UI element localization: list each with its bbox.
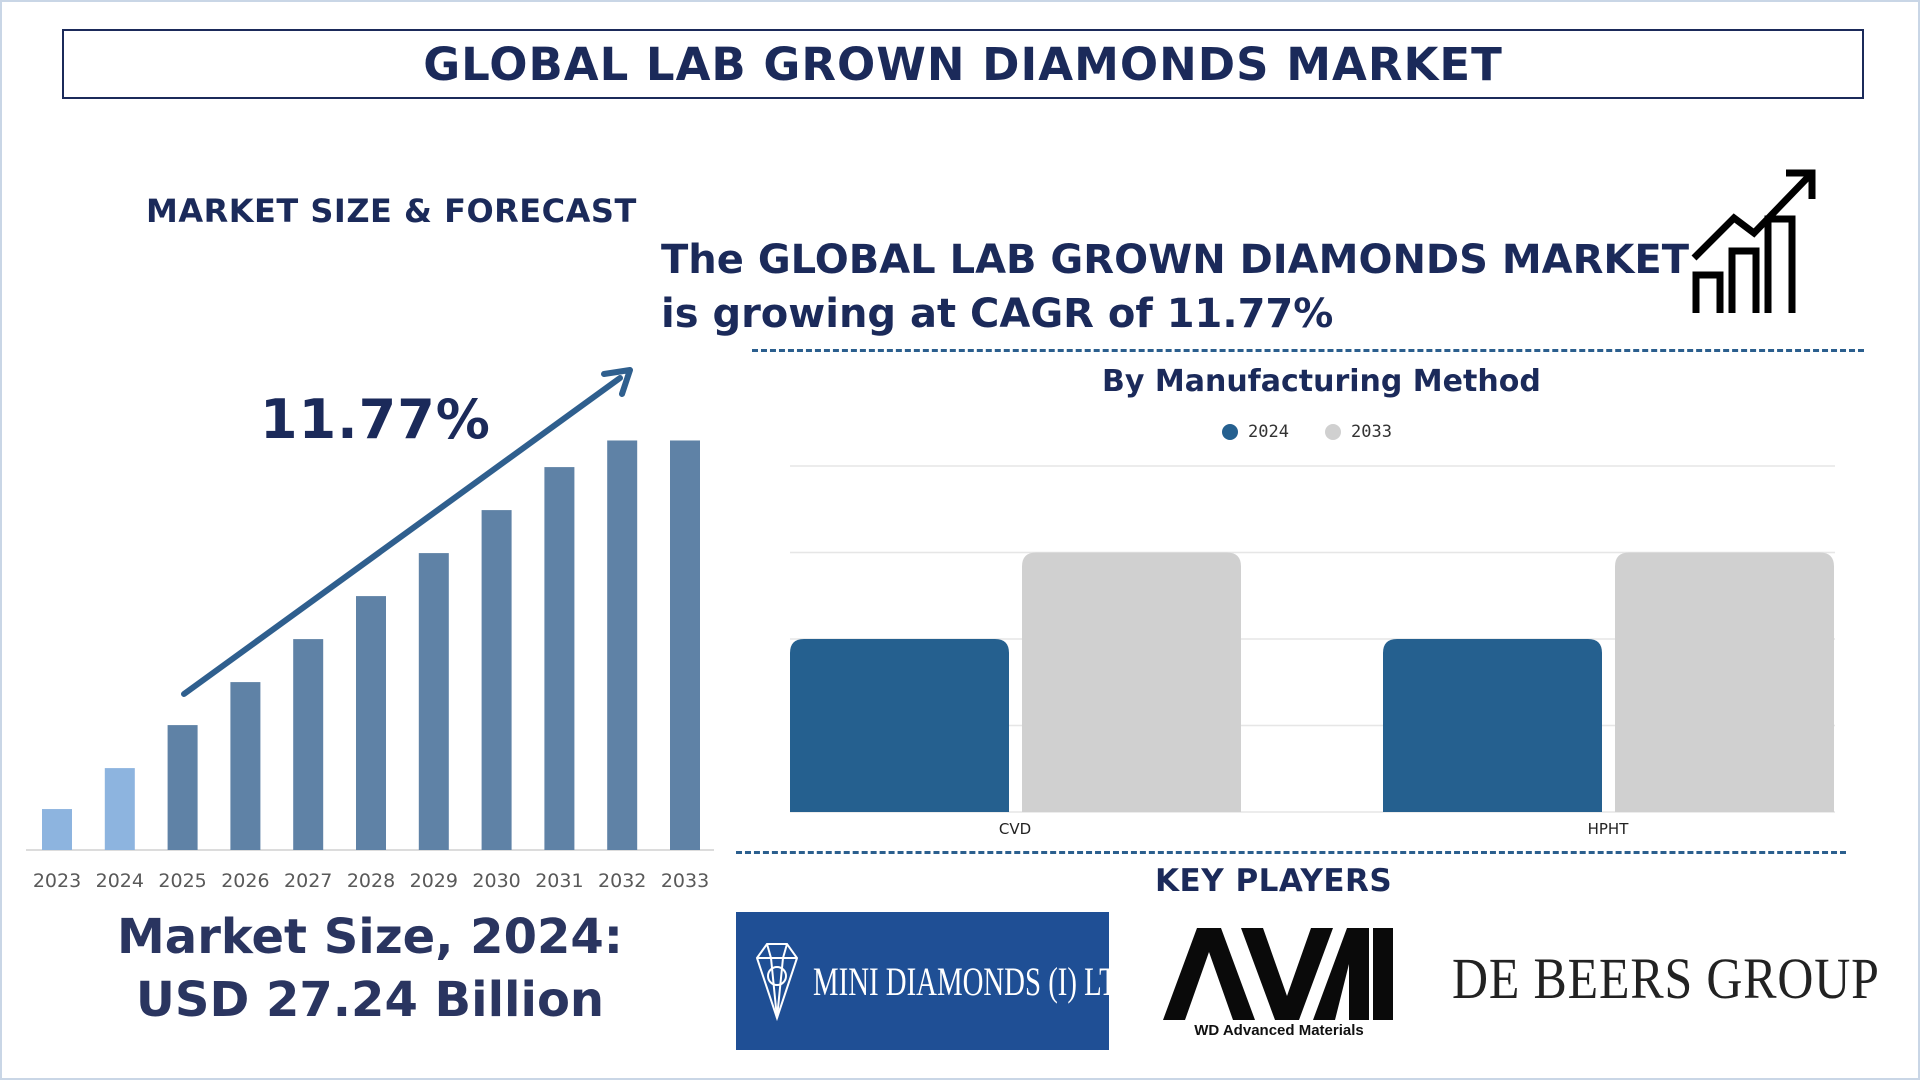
- segment-bar-hpht-2024: [1383, 639, 1602, 812]
- cagr-headline-line1: The GLOBAL LAB GROWN DIAMONDS MARKET: [661, 237, 1690, 283]
- legend-swatch-2024: [1222, 424, 1238, 440]
- legend-2033: 2033: [1325, 422, 1392, 442]
- segment-chart-title: By Manufacturing Method: [1102, 364, 1541, 399]
- forecast-tick-2029: 2029: [410, 870, 458, 892]
- forecast-tick-2030: 2030: [472, 870, 520, 892]
- forecast-bar-2029: [418, 553, 449, 850]
- legend-label-2024: 2024: [1248, 422, 1289, 442]
- mini-diamonds-logo: MINI DIAMONDS (I) LTD.: [736, 912, 1145, 1050]
- growth-chart-icon: [1691, 169, 1816, 313]
- de-beers-logo: DE BEERS GROUP: [1452, 946, 1880, 1011]
- forecast-tick-2027: 2027: [284, 870, 332, 892]
- forecast-bar-2031: [544, 467, 575, 850]
- market-size-forecast-label: MARKET SIZE & FORECAST: [146, 192, 637, 230]
- segment-tick-cvd: CVD: [999, 820, 1031, 838]
- page-title: GLOBAL LAB GROWN DIAMONDS MARKET: [62, 29, 1864, 99]
- forecast-bar-2030: [481, 510, 512, 850]
- legend-label-2033: 2033: [1351, 422, 1392, 442]
- diamond-icon: [755, 943, 798, 1022]
- forecast-tick-2023: 2023: [33, 870, 81, 892]
- forecast-tick-2032: 2032: [598, 870, 646, 892]
- segment-tick-hpht: HPHT: [1588, 820, 1630, 838]
- legend-swatch-2033: [1325, 424, 1341, 440]
- cagr-value: 11.77%: [260, 388, 491, 451]
- market-size-line2: USD 27.24 Billion: [135, 972, 605, 1028]
- divider-top: [752, 349, 1864, 352]
- segment-bar-cvd-2024: [790, 639, 1009, 812]
- forecast-tick-2028: 2028: [347, 870, 395, 892]
- forecast-bar-2025: [167, 725, 198, 850]
- forecast-bar-2028: [356, 596, 386, 850]
- segment-bar-cvd-2033: [1022, 552, 1241, 812]
- forecast-tick-2026: 2026: [221, 870, 269, 892]
- growth-arrow: [181, 367, 633, 697]
- forecast-bar-2027: [293, 639, 324, 850]
- forecast-tick-2025: 2025: [158, 870, 206, 892]
- avi-subtitle: WD Advanced Materials: [1194, 1022, 1364, 1039]
- forecast-tick-2031: 2031: [535, 870, 583, 892]
- forecast-bar-2026: [230, 682, 261, 850]
- forecast-bar-2032: [607, 440, 638, 850]
- forecast-tick-2024: 2024: [96, 870, 144, 892]
- forecast-bar-chart: 2023 2024 2025 2026 2027 2028 2029 2030 2031 2032…: [26, 367, 714, 892]
- segment-bar-chart: CVD HPHT: [790, 465, 1835, 838]
- cagr-headline-line2: is growing at CAGR of 11.77%: [661, 291, 1334, 337]
- avi-wordmark: [1163, 928, 1393, 1020]
- avi-logo: WD Advanced Materials: [1163, 922, 1395, 1039]
- market-size-text: Market Size, 2024: USD 27.24 Billion: [80, 906, 660, 1032]
- mini-diamonds-name: MINI DIAMONDS (I) LTD.: [812, 958, 1145, 1004]
- key-players-title: KEY PLAYERS: [1155, 863, 1393, 899]
- forecast-tick-2033: 2033: [661, 870, 709, 892]
- forecast-bar-2024: [104, 768, 135, 850]
- divider-bottom: [736, 851, 1846, 854]
- legend-2024: 2024: [1222, 422, 1289, 442]
- market-size-line1: Market Size, 2024:: [117, 909, 623, 965]
- cagr-headline: The GLOBAL LAB GROWN DIAMONDS MARKET is …: [661, 233, 1701, 341]
- segment-bar-hpht-2033: [1615, 552, 1834, 812]
- forecast-bar-2023: [42, 809, 72, 850]
- forecast-bar-2033: [670, 440, 700, 850]
